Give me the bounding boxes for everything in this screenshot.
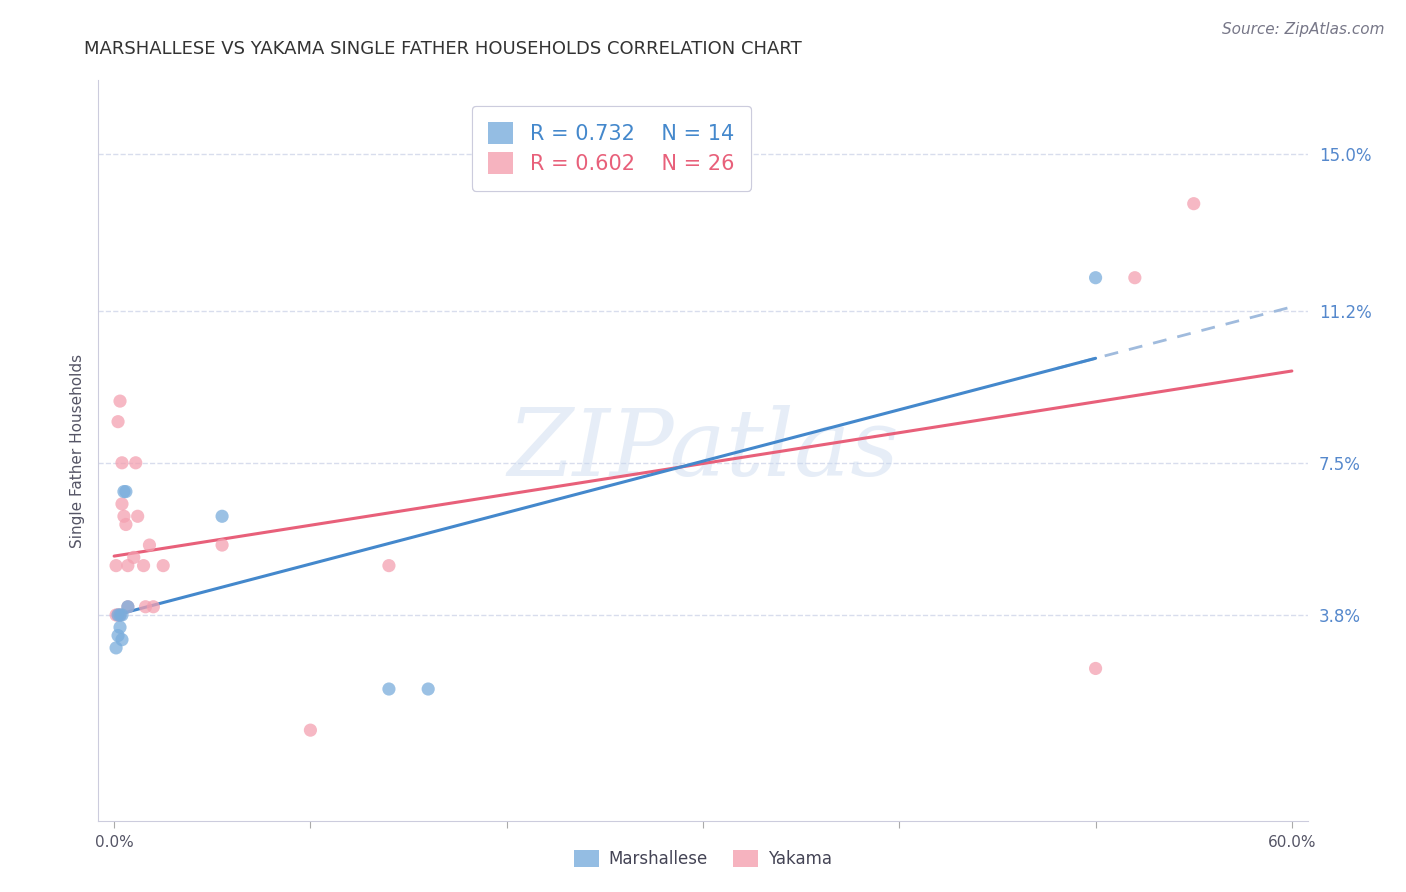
Point [122,550,145,565]
Point [1123,270,1146,285]
Legend: Marshallese, Yakama: Marshallese, Yakama [567,843,839,875]
Point [138,538,160,552]
Point [117,558,139,573]
Point [135,599,157,614]
Point [111,456,134,470]
Point [1084,661,1107,675]
Point [1084,270,1107,285]
Point [107,629,129,643]
Point [115,484,138,499]
Point [111,497,134,511]
Point [211,509,233,524]
Point [1182,196,1205,211]
Point [378,558,401,573]
Point [105,558,128,573]
Text: Source: ZipAtlas.com: Source: ZipAtlas.com [1222,22,1385,37]
Point [132,558,155,573]
Point [117,599,139,614]
Point [108,607,131,622]
Point [211,538,233,552]
Point [378,681,401,696]
Point [108,394,131,409]
Point [105,640,128,655]
Point [418,681,440,696]
Point [111,632,134,647]
Point [107,415,129,429]
Point [117,599,139,614]
Point [142,599,165,614]
Text: MARSHALLESE VS YAKAMA SINGLE FATHER HOUSEHOLDS CORRELATION CHART: MARSHALLESE VS YAKAMA SINGLE FATHER HOUS… [84,40,801,58]
Point [108,607,131,622]
Point [105,607,128,622]
Point [152,558,174,573]
Text: ZIPatlas: ZIPatlas [508,406,898,495]
Point [108,620,131,634]
Point [299,723,322,738]
Point [107,607,129,622]
Point [125,456,148,470]
Point [107,607,129,622]
Point [115,517,138,532]
Point [111,607,134,622]
Legend: R = 0.732    N = 14, R = 0.602    N = 26: R = 0.732 N = 14, R = 0.602 N = 26 [471,105,751,191]
Point [127,509,149,524]
Point [112,509,135,524]
Y-axis label: Single Father Households: Single Father Households [69,353,84,548]
Point [112,484,135,499]
